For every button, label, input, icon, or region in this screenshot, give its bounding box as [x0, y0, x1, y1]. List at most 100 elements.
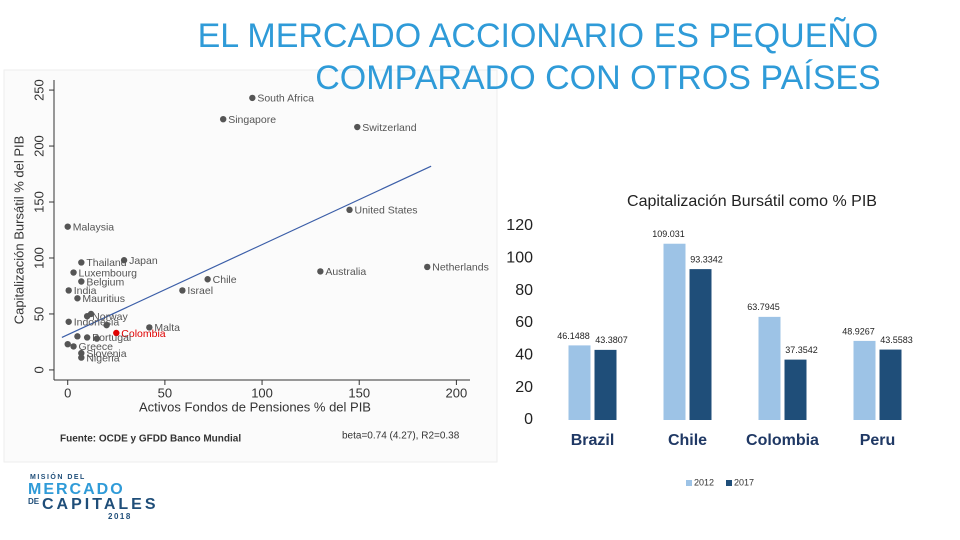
legend-label: 2012: [694, 477, 714, 487]
y-tick-label: 80: [515, 282, 533, 299]
point: [103, 321, 110, 329]
point: [219, 115, 227, 123]
y-tick-label: 60: [515, 314, 533, 331]
bar: [853, 340, 876, 420]
bar: [758, 316, 781, 420]
y-tick-label: 50: [31, 307, 46, 321]
value-label: 109.031: [652, 229, 685, 239]
scatter-frame: [3, 69, 498, 463]
point-label: Japan: [129, 255, 158, 267]
value-label: 63.7945: [747, 302, 780, 312]
point: [70, 343, 77, 350]
point: [93, 335, 101, 342]
point: [249, 94, 256, 102]
y-tick-label: 40: [515, 347, 533, 364]
point: [87, 310, 95, 318]
logo-text: CAPITALES: [42, 496, 158, 513]
point-label: Thailand: [86, 257, 126, 269]
y-tick-label: 0: [524, 411, 533, 428]
slide-title: COMPARADO CON OTROS PAÍSES: [315, 59, 880, 97]
y-axis-label: Capitalización Bursátil % del PIB: [11, 136, 26, 325]
point-label: South Africa: [257, 93, 314, 105]
point: [64, 340, 71, 348]
point-label: Switzerland: [362, 122, 416, 134]
point-label: Singapore: [228, 114, 276, 126]
point-label: Israel: [187, 285, 213, 297]
point: [83, 334, 91, 341]
y-tick-label: 150: [31, 191, 46, 213]
point: [65, 318, 72, 325]
point: [64, 223, 71, 230]
point: [70, 269, 77, 276]
y-tick-label: 100: [506, 250, 533, 267]
point-label: Chile: [213, 274, 237, 286]
logo-text: 2018: [108, 512, 132, 521]
point: [120, 257, 128, 264]
logo-text: MERCADO: [28, 481, 125, 498]
point-label: Portugal: [92, 332, 131, 344]
point: [146, 324, 153, 331]
point-label: Australia: [325, 266, 366, 278]
point-label: Indonesia: [74, 317, 120, 329]
point-label: Malta: [154, 322, 180, 334]
x-tick-label: Brazil: [571, 432, 615, 449]
annotation: beta=0.74 (4.27), R2=0.38: [342, 431, 460, 442]
trendline: [61, 165, 432, 339]
value-label: 37.3542: [785, 345, 818, 355]
point-label: Belgium: [86, 276, 124, 288]
legend-swatch: [686, 480, 692, 486]
y-tick-label: 20: [515, 379, 533, 396]
legend-swatch: [726, 480, 732, 486]
point: [78, 259, 85, 266]
x-tick-label: 150: [348, 385, 370, 400]
y-tick-label: 100: [31, 247, 46, 269]
x-tick-label: Chile: [668, 432, 707, 449]
x-tick-label: 0: [64, 385, 71, 400]
y-tick-label: 120: [506, 217, 533, 234]
point-label: Norway: [92, 311, 128, 323]
point-label: United States: [355, 205, 418, 217]
y-tick-label: 250: [31, 79, 46, 101]
point: [74, 295, 81, 302]
x-tick-label: Peru: [860, 432, 896, 449]
point: [113, 329, 120, 337]
point: [74, 333, 81, 340]
logo: MISIÓN DEL MERCADO DE CAPITALES 2018: [28, 472, 158, 521]
bar: [594, 349, 617, 420]
value-label: 46.1488: [557, 331, 590, 341]
point-label: Slovenia: [86, 348, 126, 360]
chart-title: Capitalización Bursátil como % PIB: [627, 193, 877, 210]
x-tick-label: 50: [158, 385, 172, 400]
bar: [663, 243, 686, 420]
point: [78, 349, 85, 357]
x-tick-label: Colombia: [746, 432, 819, 449]
bar: [568, 345, 591, 420]
point: [78, 354, 85, 361]
y-tick-label: 200: [31, 135, 46, 157]
point-label: Greece: [79, 341, 114, 353]
point-label: Malaysia: [73, 221, 115, 233]
source: Fuente: OCDE y GFDD Banco Mundial: [60, 434, 241, 445]
point-label: Luxembourg: [79, 267, 138, 279]
point: [78, 278, 85, 285]
point-label: Colombia: [121, 328, 166, 340]
value-label: 43.3807: [595, 335, 628, 345]
value-label: 93.3342: [690, 254, 723, 264]
point: [424, 263, 431, 271]
value-label: 48.9267: [842, 326, 875, 336]
point: [346, 206, 353, 214]
legend-label: 2017: [734, 477, 754, 487]
point-label: Netherlands: [432, 262, 489, 274]
logo-text: MISIÓN DEL: [30, 472, 86, 481]
point-label: India: [74, 285, 97, 297]
point: [179, 287, 186, 294]
slide-title: EL MERCADO ACCIONARIO ES PEQUEÑO: [198, 17, 879, 55]
point: [204, 276, 211, 283]
bar: [784, 359, 807, 420]
point: [65, 287, 72, 294]
value-label: 43.5583: [880, 335, 913, 345]
bar: [879, 349, 902, 420]
point-label: Nigeria: [86, 352, 119, 364]
bar: [689, 269, 712, 420]
